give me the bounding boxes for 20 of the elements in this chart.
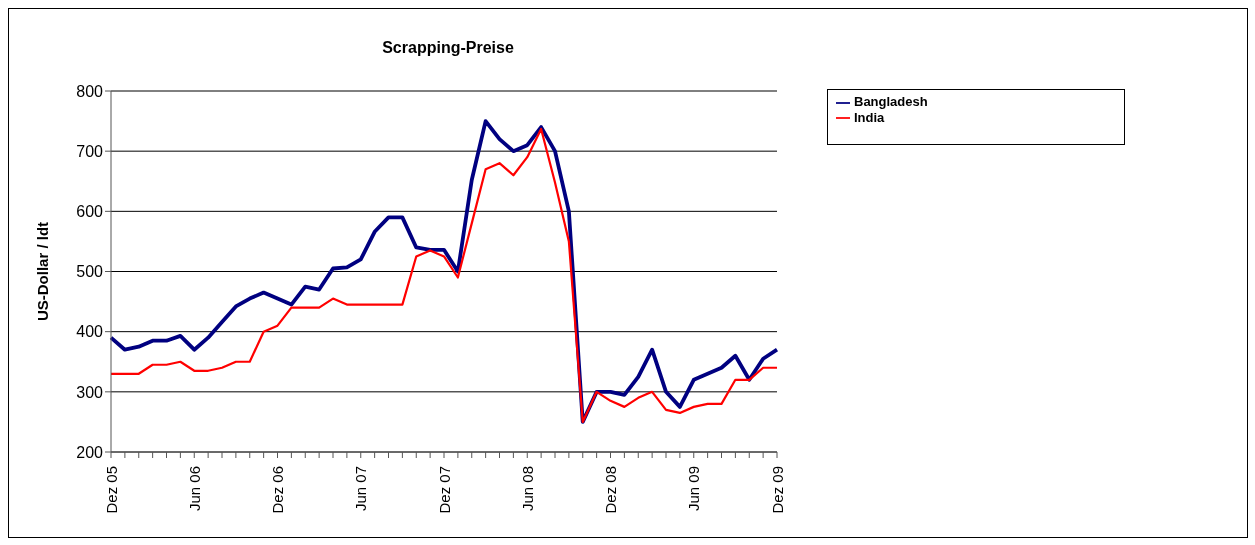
x-tick-label: Jun 09 bbox=[685, 466, 703, 512]
x-tick-label: Jun 08 bbox=[518, 466, 536, 512]
x-tick-label: Dez 05 bbox=[102, 466, 120, 514]
y-tick-label: 400 bbox=[76, 323, 104, 341]
legend-label: Bangladesh bbox=[854, 94, 928, 109]
x-tick-label: Dez 07 bbox=[435, 466, 453, 514]
x-tick-label: Jun 06 bbox=[185, 466, 203, 512]
legend-label: India bbox=[854, 109, 885, 125]
x-tick-label: Dez 08 bbox=[602, 466, 619, 514]
x-tick-label: Jun 07 bbox=[352, 466, 370, 512]
x-tick-label: Dez 09 bbox=[768, 466, 786, 514]
y-tick-label: 800 bbox=[76, 82, 104, 100]
y-tick-label: 300 bbox=[76, 383, 104, 401]
y-tick-label: 600 bbox=[76, 203, 104, 221]
x-tick-label: Dez 06 bbox=[269, 466, 286, 514]
y-axis-title: US-Dollar / ldt bbox=[34, 221, 52, 322]
y-tick-label: 500 bbox=[76, 263, 104, 281]
y-tick-label: 700 bbox=[76, 142, 104, 160]
chart-title: Scrapping-Preise bbox=[381, 39, 515, 57]
y-tick-label: 200 bbox=[76, 443, 104, 461]
